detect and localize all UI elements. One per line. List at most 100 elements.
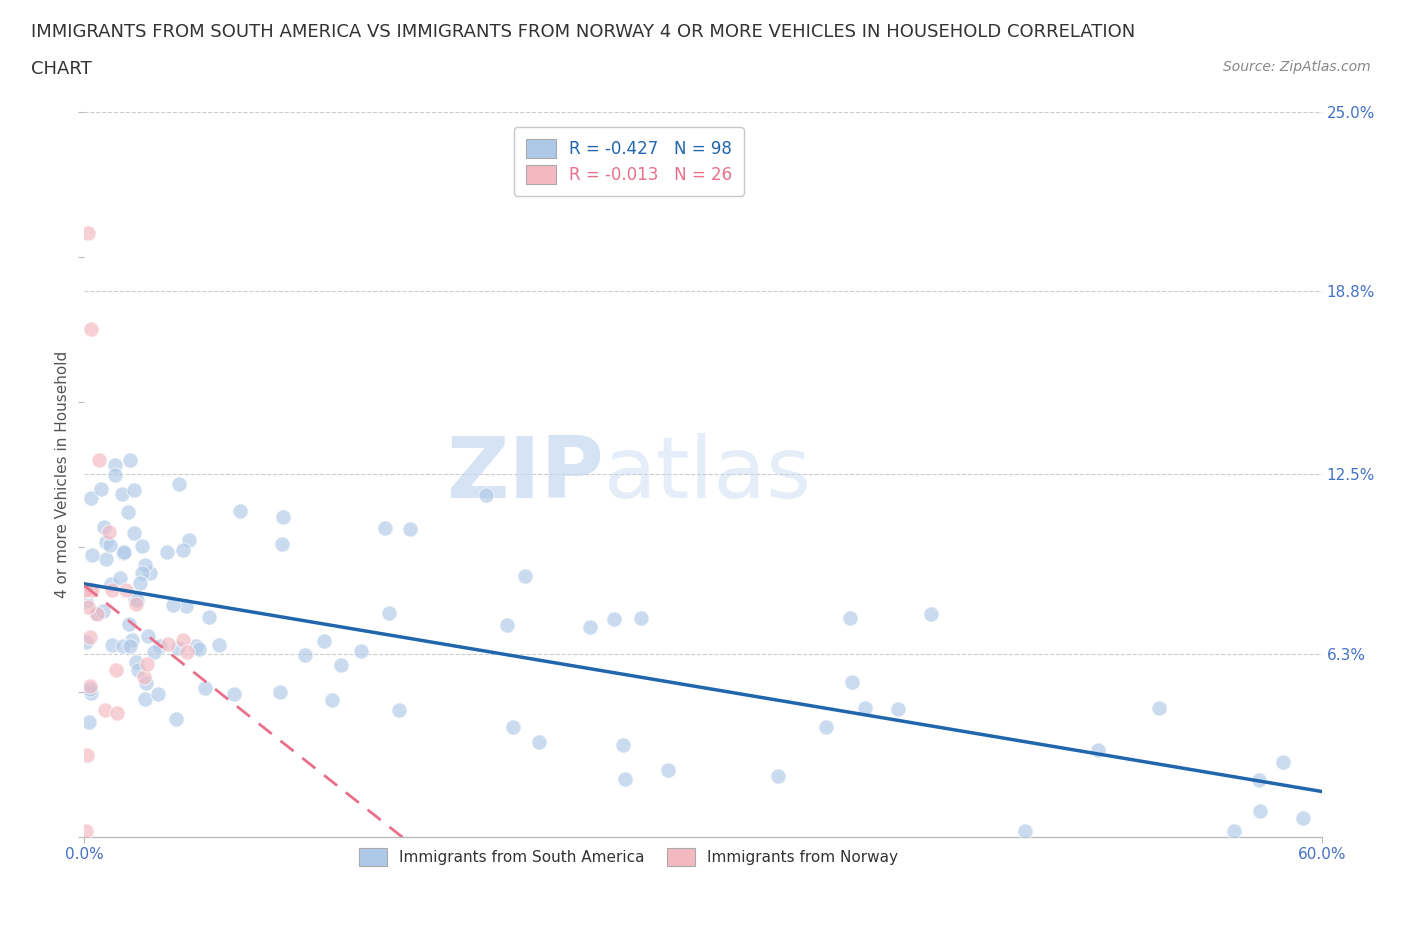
- Point: [111, 638, 134, 653]
- Point: [603, 611, 626, 626]
- Point: [94, 703, 117, 718]
- Point: [176, 644, 198, 659]
- Y-axis label: 4 or more Vehicles in Household: 4 or more Vehicles in Household: [55, 351, 70, 598]
- Point: [1149, 700, 1171, 715]
- Point: [156, 637, 179, 652]
- Point: [127, 592, 149, 607]
- Point: [814, 720, 837, 735]
- Point: [131, 566, 153, 581]
- Point: [838, 610, 860, 625]
- Point: [75, 634, 97, 649]
- Point: [134, 558, 156, 573]
- Point: [117, 505, 139, 520]
- Point: [80, 583, 103, 598]
- Point: [139, 566, 162, 581]
- Point: [208, 638, 231, 653]
- Point: [1223, 824, 1246, 839]
- Point: [350, 644, 373, 658]
- Point: [853, 700, 876, 715]
- Point: [90, 482, 112, 497]
- Point: [198, 609, 221, 624]
- Point: [887, 701, 910, 716]
- Point: [122, 525, 145, 540]
- Point: [79, 630, 101, 644]
- Point: [143, 644, 166, 659]
- Point: [330, 658, 353, 672]
- Point: [110, 570, 132, 585]
- Point: [271, 510, 294, 525]
- Point: [121, 632, 143, 647]
- Point: [76, 583, 98, 598]
- Point: [167, 476, 190, 491]
- Point: [224, 686, 246, 701]
- Point: [94, 551, 117, 566]
- Point: [131, 538, 153, 553]
- Point: [134, 692, 156, 707]
- Point: [111, 546, 134, 561]
- Point: [613, 772, 636, 787]
- Point: [1249, 804, 1271, 818]
- Point: [124, 591, 146, 606]
- Point: [132, 670, 155, 684]
- Point: [271, 537, 294, 551]
- Point: [399, 521, 422, 536]
- Point: [229, 504, 252, 519]
- Point: [612, 737, 634, 752]
- Point: [84, 605, 107, 620]
- Text: Source: ZipAtlas.com: Source: ZipAtlas.com: [1223, 60, 1371, 74]
- Text: CHART: CHART: [31, 60, 91, 78]
- Point: [194, 681, 217, 696]
- Point: [156, 545, 179, 560]
- Point: [1087, 742, 1109, 757]
- Point: [111, 487, 134, 502]
- Point: [475, 487, 498, 502]
- Text: IMMIGRANTS FROM SOUTH AMERICA VS IMMIGRANTS FROM NORWAY 4 OR MORE VEHICLES IN HO: IMMIGRANTS FROM SOUTH AMERICA VS IMMIGRA…: [31, 23, 1135, 41]
- Point: [98, 538, 121, 552]
- Point: [920, 606, 942, 621]
- Point: [312, 633, 335, 648]
- Point: [75, 583, 97, 598]
- Point: [77, 715, 100, 730]
- Point: [766, 768, 789, 783]
- Point: [75, 583, 97, 598]
- Point: [184, 639, 207, 654]
- Point: [75, 824, 97, 839]
- Point: [104, 468, 127, 483]
- Point: [79, 686, 101, 701]
- Point: [527, 735, 550, 750]
- Point: [77, 226, 100, 241]
- Point: [76, 748, 98, 763]
- Point: [187, 642, 209, 657]
- Point: [93, 519, 115, 534]
- Point: [148, 686, 170, 701]
- Point: [172, 542, 194, 557]
- Point: [374, 520, 396, 535]
- Point: [122, 483, 145, 498]
- Point: [321, 693, 343, 708]
- Point: [114, 583, 136, 598]
- Point: [101, 637, 124, 652]
- Point: [80, 490, 103, 505]
- Point: [75, 593, 97, 608]
- Point: [100, 577, 122, 591]
- Point: [118, 452, 141, 467]
- Point: [165, 711, 187, 726]
- Point: [179, 533, 201, 548]
- Point: [167, 641, 190, 656]
- Point: [1247, 773, 1270, 788]
- Point: [87, 452, 110, 467]
- Point: [107, 706, 129, 721]
- Point: [172, 632, 194, 647]
- Point: [388, 702, 411, 717]
- Point: [630, 610, 652, 625]
- Point: [79, 583, 101, 598]
- Point: [496, 618, 519, 632]
- Point: [117, 617, 139, 631]
- Point: [513, 568, 536, 583]
- Point: [136, 628, 159, 643]
- Point: [502, 720, 524, 735]
- Point: [1292, 811, 1315, 826]
- Point: [269, 684, 291, 699]
- Point: [125, 655, 148, 670]
- Point: [79, 679, 101, 694]
